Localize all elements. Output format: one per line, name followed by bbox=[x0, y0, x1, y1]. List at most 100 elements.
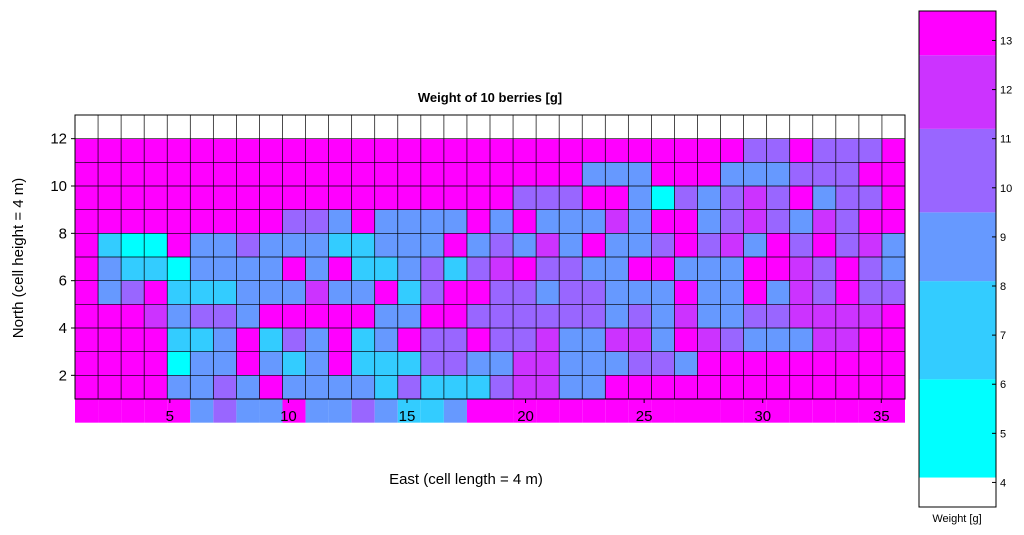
heatmap-cell bbox=[881, 328, 905, 352]
heatmap-cell bbox=[167, 328, 191, 352]
heatmap-cell bbox=[720, 328, 744, 352]
heatmap-cell bbox=[697, 209, 721, 234]
heatmap-cell bbox=[881, 257, 905, 281]
heatmap-cell bbox=[651, 328, 675, 352]
heatmap-cell bbox=[559, 304, 583, 328]
heatmap-cell bbox=[259, 209, 283, 234]
heatmap-cell bbox=[351, 209, 375, 234]
heatmap-cell bbox=[75, 257, 99, 281]
heatmap-cell bbox=[881, 233, 905, 257]
heatmap-cell bbox=[536, 138, 560, 163]
heatmap-cell bbox=[282, 351, 306, 376]
heatmap-cell bbox=[443, 375, 467, 399]
heatmap-cell bbox=[167, 375, 191, 399]
colorbar-tick-label: 13 bbox=[1000, 35, 1012, 47]
x-tick-label: 10 bbox=[280, 408, 297, 425]
x-axis-ticks: 5 10 15 20 25 30 35 bbox=[166, 399, 890, 425]
heatmap-cell bbox=[835, 138, 859, 163]
heatmap-cell bbox=[213, 399, 237, 423]
heatmap-cell bbox=[213, 280, 237, 305]
colorbar-segment bbox=[919, 281, 996, 380]
heatmap-cell bbox=[743, 209, 767, 234]
heatmap-cell bbox=[812, 138, 836, 163]
heatmap-cell bbox=[443, 304, 467, 328]
heatmap-cell bbox=[835, 257, 859, 281]
heatmap-cell bbox=[397, 399, 421, 423]
heatmap-cell bbox=[513, 233, 537, 257]
heatmap-cell bbox=[697, 375, 721, 399]
heatmap-cell bbox=[697, 162, 721, 186]
heatmap-cell bbox=[881, 375, 905, 399]
heatmap-cell bbox=[835, 186, 859, 210]
heatmap-cell bbox=[628, 162, 652, 186]
heatmap-cell bbox=[720, 209, 744, 234]
heatmap-cell bbox=[397, 304, 421, 328]
heatmap-cell bbox=[121, 162, 145, 186]
heatmap-cell bbox=[651, 186, 675, 210]
heatmap-cell bbox=[559, 209, 583, 234]
heatmap-cell bbox=[651, 280, 675, 305]
heatmap-cell bbox=[812, 375, 836, 399]
heatmap-cell bbox=[420, 328, 444, 352]
heatmap-cell bbox=[213, 186, 237, 210]
heatmap-cell bbox=[259, 233, 283, 257]
heatmap-cell bbox=[167, 399, 191, 423]
heatmap-cell bbox=[328, 162, 352, 186]
heatmap-cell bbox=[305, 399, 329, 423]
heatmap-cell bbox=[98, 233, 122, 257]
heatmap-cell bbox=[697, 233, 721, 257]
heatmap-cell bbox=[466, 304, 490, 328]
heatmap-cell bbox=[674, 162, 698, 186]
heatmap-cell bbox=[789, 351, 813, 376]
heatmap-cell bbox=[374, 375, 398, 399]
heatmap-cell bbox=[98, 138, 122, 163]
heatmap-cell bbox=[75, 280, 99, 305]
heatmap-cell bbox=[720, 162, 744, 186]
heatmap-cell bbox=[351, 328, 375, 352]
heatmap-cell bbox=[190, 351, 214, 376]
heatmap-cell bbox=[190, 209, 214, 234]
heatmap-cell bbox=[835, 304, 859, 328]
heatmap-cell bbox=[374, 233, 398, 257]
heatmap-cell bbox=[651, 233, 675, 257]
heatmap-cell bbox=[167, 351, 191, 376]
heatmap-cell bbox=[374, 280, 398, 305]
heatmap-cell bbox=[282, 280, 306, 305]
heatmap-cell bbox=[75, 209, 99, 234]
heatmap-cell bbox=[397, 209, 421, 234]
heatmap-cell bbox=[858, 138, 882, 163]
x-axis-label: East (cell length = 4 m) bbox=[389, 471, 543, 488]
heatmap-cell bbox=[282, 233, 306, 257]
heatmap-cell bbox=[443, 138, 467, 163]
heatmap-cell bbox=[490, 304, 514, 328]
heatmap-cell bbox=[559, 280, 583, 305]
heatmap-cell bbox=[835, 399, 859, 423]
heatmap-cell bbox=[674, 209, 698, 234]
heatmap-cell bbox=[466, 328, 490, 352]
heatmap-cell bbox=[374, 162, 398, 186]
heatmap-cell bbox=[466, 399, 490, 423]
heatmap-cell bbox=[167, 280, 191, 305]
heatmap-cell bbox=[259, 138, 283, 163]
heatmap-cell bbox=[789, 186, 813, 210]
heatmap-cell bbox=[75, 399, 99, 423]
heatmap-cell bbox=[743, 257, 767, 281]
heatmap-cell bbox=[536, 399, 560, 423]
heatmap-cell bbox=[351, 351, 375, 376]
heatmap-cell bbox=[213, 257, 237, 281]
heatmap-cell bbox=[420, 186, 444, 210]
heatmap-cell bbox=[743, 186, 767, 210]
heatmap-cell bbox=[559, 233, 583, 257]
heatmap-cell bbox=[75, 233, 99, 257]
heatmap-cell bbox=[351, 304, 375, 328]
y-tick-label: 4 bbox=[59, 320, 67, 337]
heatmap-cell bbox=[582, 375, 606, 399]
heatmap-cell bbox=[236, 209, 260, 234]
heatmap-cell bbox=[605, 351, 629, 376]
heatmap-cell bbox=[466, 233, 490, 257]
heatmap-cell bbox=[144, 351, 168, 376]
heatmap-cell bbox=[75, 328, 99, 352]
heatmap-cell bbox=[190, 375, 214, 399]
heatmap-cell bbox=[121, 399, 145, 423]
